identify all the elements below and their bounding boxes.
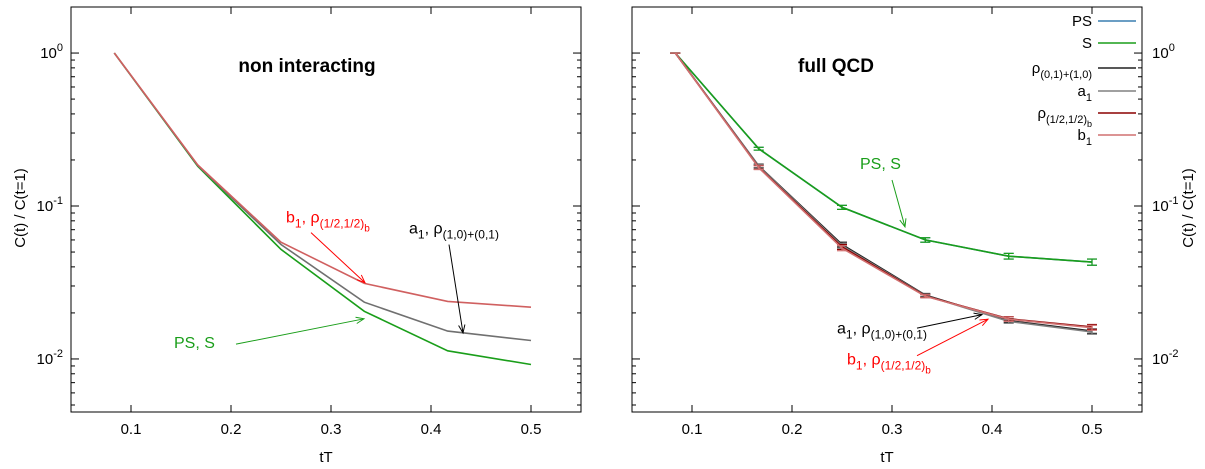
- annotation-arrow-b1_annot: [916, 318, 990, 357]
- legend-item-s: S: [1082, 35, 1136, 52]
- x-tick-label: 0.1: [121, 421, 142, 438]
- error-bar-s: [1003, 252, 1014, 260]
- error-bar-s: [920, 237, 931, 243]
- x-tick-label: 0.5: [1082, 421, 1103, 438]
- y-tick-label: 10-2: [1152, 348, 1178, 368]
- series-line-b1: [674, 52, 1093, 329]
- y-tick-label: 10-1: [37, 195, 63, 215]
- annotation-arrow-ps_annot: [235, 316, 366, 345]
- annotation-a1_annot: a1, ρ(1,0)+(0,1): [837, 320, 927, 341]
- y-tick-label: 100: [1152, 42, 1175, 62]
- legend-item-rho0110: ρ(0,1)+(1,0): [1032, 60, 1136, 81]
- annotation-ps_annot: PS, S: [174, 335, 215, 352]
- plot-frame: [70, 6, 582, 413]
- error-bar-s: [837, 204, 847, 211]
- legend-label-rhohalf: ρ(1/2,1/2)b: [1037, 105, 1092, 129]
- x-tick-label: 0.3: [321, 421, 342, 438]
- x-tick-label: 0.3: [882, 421, 903, 438]
- annotation-arrow-a1_annot: [916, 312, 984, 329]
- annotation-arrow-b1_annot: [310, 232, 366, 284]
- left-panel: non interacting tT C(t) / C(t=1) 0.1 0.2 0…: [12, 6, 582, 466]
- right-x-axis-label: tT: [880, 449, 893, 466]
- annotation-arrow-a1_annot: [448, 244, 466, 335]
- error-bar-b1: [920, 294, 931, 299]
- series-line-b1: [113, 52, 532, 308]
- error-bar-b1: [753, 165, 764, 171]
- legend-item-ps: PS: [1072, 13, 1136, 30]
- series-line-ps_s: [113, 52, 532, 366]
- left-panel-title: non interacting: [238, 56, 375, 77]
- series-line-rho0110: [674, 52, 1093, 332]
- error-bar-s: [753, 146, 764, 151]
- legend-item-rhohalf: ρ(1/2,1/2)b: [1037, 105, 1136, 129]
- legend-item-b1: b1: [1078, 127, 1136, 148]
- plot-frame: [631, 6, 1143, 413]
- series-line-a1: [674, 52, 1093, 333]
- annotation-a1_annot: a1, ρ(1,0)+(0,1): [409, 221, 499, 242]
- legend-item-a1: a1: [1078, 83, 1136, 104]
- y-tick-label: 10-2: [37, 348, 63, 368]
- legend-label-s: S: [1082, 35, 1092, 52]
- error-bar-b1: [837, 245, 847, 252]
- annotation-ps_annot: PS, S: [860, 156, 901, 173]
- left-y-axis-label: C(t) / C(t=1): [12, 168, 29, 248]
- right-y-axis-label: C(t) / C(t=1): [1180, 168, 1197, 248]
- legend-label-b1: b1: [1078, 127, 1092, 148]
- x-tick-label: 0.4: [982, 421, 1003, 438]
- series-line-a1: [113, 52, 532, 342]
- x-tick-label: 0.2: [221, 421, 242, 438]
- error-bar-b1: [1087, 324, 1097, 331]
- annotation-b1_annot: b1, ρ(1/2,1/2)b: [847, 351, 931, 376]
- annotation-b1_annot: b1, ρ(1/2,1/2)b: [286, 210, 370, 235]
- series-line-s: [674, 52, 1093, 263]
- right-panel: full QCD tT C(t) / C(t=1) 0.1 0.2 0.3 0.4 0.…: [631, 6, 1197, 466]
- y-tick-label: 10-1: [1152, 195, 1178, 215]
- x-tick-label: 0.4: [421, 421, 442, 438]
- error-bar-b1: [1003, 316, 1014, 323]
- legend: PS Sρ(0,1)+(1,0)a1ρ(1/2,1/2)bb1: [1032, 13, 1136, 148]
- left-x-axis-label: tT: [319, 449, 332, 466]
- error-bar-s: [1087, 258, 1097, 266]
- x-tick-label: 0.1: [682, 421, 703, 438]
- x-tick-label: 0.2: [782, 421, 803, 438]
- legend-label-rho0110: ρ(0,1)+(1,0): [1032, 60, 1092, 81]
- x-tick-label: 0.5: [521, 421, 542, 438]
- y-tick-label: 100: [40, 42, 63, 62]
- legend-label-ps: PS: [1072, 13, 1092, 30]
- right-panel-title: full QCD: [798, 56, 874, 77]
- legend-label-a1: a1: [1078, 83, 1092, 104]
- series-line-rhohalf: [674, 52, 1093, 328]
- annotation-arrow-ps_annot: [891, 179, 907, 229]
